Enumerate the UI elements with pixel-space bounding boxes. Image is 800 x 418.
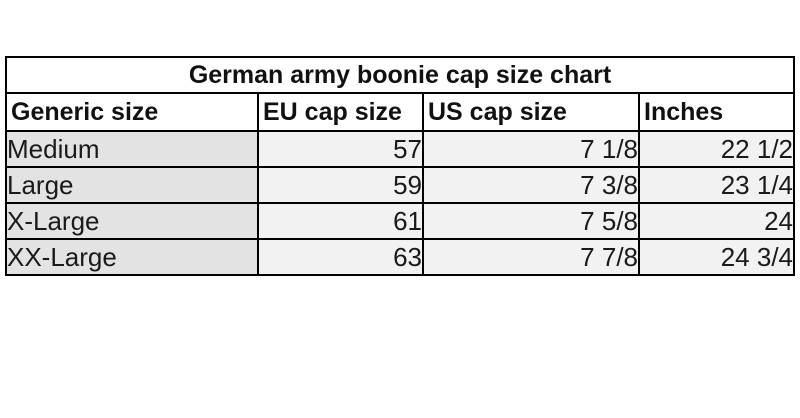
cell-us-cap-size: 7 7/8 xyxy=(422,238,640,276)
table-header-row: Generic size EU cap size US cap size Inc… xyxy=(5,92,796,132)
col-header-us-cap-size: US cap size xyxy=(422,92,640,132)
cell-eu-cap-size: 61 xyxy=(257,202,424,240)
col-header-eu-cap-size: EU cap size xyxy=(257,92,424,132)
table-row-x-large: X-Large 61 7 5/8 24 xyxy=(5,202,796,240)
cell-us-cap-size: 7 1/8 xyxy=(422,130,640,168)
cell-eu-cap-size: 59 xyxy=(257,166,424,204)
cell-inches: 23 1/4 xyxy=(637,166,796,204)
cell-generic-size: Large xyxy=(5,166,259,204)
cell-inches: 24 xyxy=(637,202,796,240)
cell-generic-size: Medium xyxy=(5,130,259,168)
col-header-generic-size: Generic size xyxy=(5,92,259,132)
cell-generic-size: X-Large xyxy=(5,202,259,240)
table-row-xx-large: XX-Large 63 7 7/8 24 3/4 xyxy=(5,238,796,276)
cell-eu-cap-size: 57 xyxy=(257,130,424,168)
cell-us-cap-size: 7 3/8 xyxy=(422,166,640,204)
col-header-inches: Inches xyxy=(637,92,796,132)
cell-eu-cap-size: 63 xyxy=(257,238,424,276)
table-title: German army boonie cap size chart xyxy=(4,56,796,94)
table-title-row: German army boonie cap size chart xyxy=(4,56,796,94)
cell-inches: 22 1/2 xyxy=(637,130,796,168)
cell-us-cap-size: 7 5/8 xyxy=(422,202,640,240)
size-chart-table: German army boonie cap size chart Generi… xyxy=(4,56,796,276)
cell-inches: 24 3/4 xyxy=(637,238,796,276)
cell-generic-size: XX-Large xyxy=(5,238,259,276)
table-row-medium: Medium 57 7 1/8 22 1/2 xyxy=(5,130,796,168)
table-row-large: Large 59 7 3/8 23 1/4 xyxy=(5,166,796,204)
